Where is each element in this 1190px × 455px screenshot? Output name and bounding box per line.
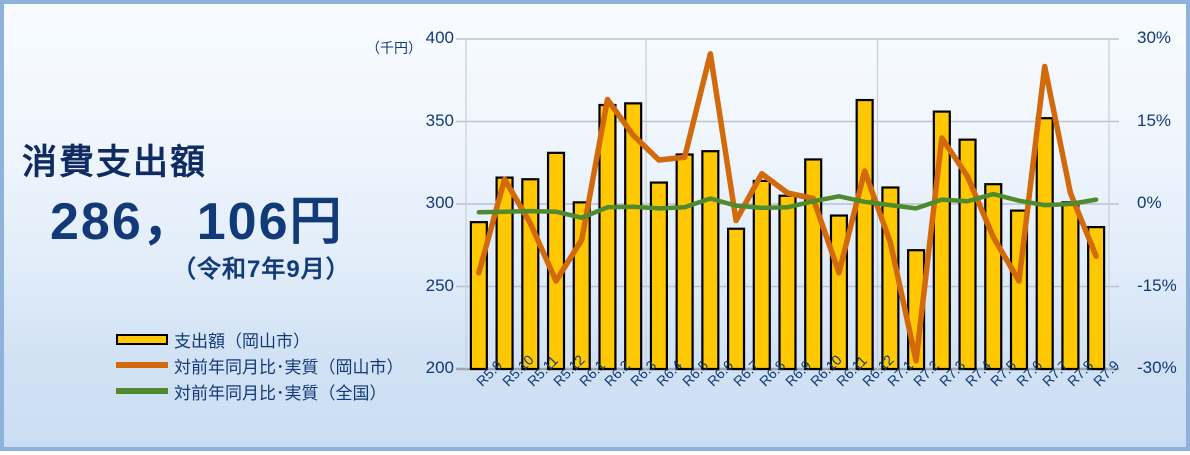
y-axis-left-tick: 350 [425,110,454,130]
legend-label: 対前年同月比･実質（岡山市） [174,357,404,377]
y-axis-unit-label: （千円） [366,40,422,56]
y-axis-right-tick: -15% [1137,275,1177,295]
chart-legend: 支出額（岡山市） 対前年同月比･実質（岡山市） 対前年同月比･実質（全国） [116,326,404,404]
page-title: 消費支出額 [22,143,208,182]
y-axis-left-tick: 300 [425,193,454,212]
legend-label: 支出額（岡山市） [174,331,310,351]
legend-label: 対前年同月比･実質（全国） [174,383,387,403]
y-axis-right-tick: 15% [1137,110,1172,130]
chart-area: （千円） 200 250 300 350 400 -30% -15% 0% 15% 30% R5… [4,4,1190,455]
legend-swatch-line-green-icon [116,388,168,394]
headline-value: 286，106円 [50,193,344,251]
legend-item-okayama-yoy: 対前年同月比･実質（岡山市） [116,352,404,378]
y-axis-right-tick: 30% [1137,28,1172,47]
y-axis-right-tick: 0% [1137,193,1162,212]
y-axis-left-tick: 400 [425,28,454,47]
y-axis-left-tick: 200 [425,358,454,377]
y-axis-right-tick: -30% [1137,358,1177,377]
chart-plot [456,38,1119,371]
headline-period: （令和7年9月） [172,256,351,283]
legend-item-national-yoy: 対前年同月比･実質（全国） [116,378,404,404]
legend-swatch-line-orange-icon [116,362,168,368]
y-axis-left-tick: 250 [425,275,454,295]
legend-item-expenditure: 支出額（岡山市） [116,326,404,352]
legend-swatch-bar-icon [116,333,168,345]
